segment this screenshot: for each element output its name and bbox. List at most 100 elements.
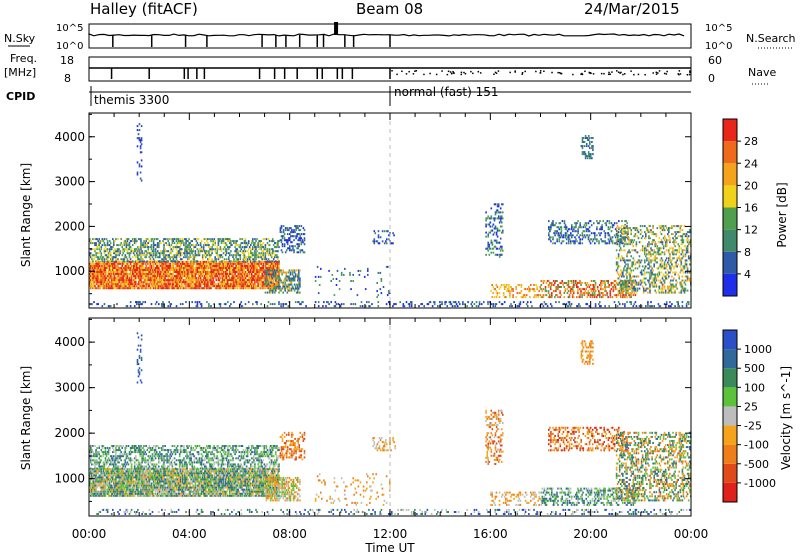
power-cell [490,239,493,242]
power-cell [225,260,228,263]
power-cell [129,262,132,265]
power-cell [103,260,106,263]
freq-panel: Freq. [MHz] 18 8 Nave 60 0 [4,52,776,85]
power-cell [122,267,124,269]
power-cell [177,283,180,286]
power-cell [140,285,142,288]
power-cell [652,253,654,256]
power-cell [147,267,150,269]
power-cell [155,238,158,241]
power-cell [509,294,511,297]
power-cell [233,240,235,243]
power-cell [201,265,204,267]
power-cell [234,279,236,282]
power-cell [166,250,168,253]
power-cell [167,287,169,290]
power-cell [648,267,650,270]
power-cell [653,273,655,276]
power-cell [147,260,150,263]
power-cell [494,239,497,242]
power-cell [635,261,638,264]
power-cell [349,271,351,274]
power-cell [171,279,174,282]
power-cell [625,273,627,276]
power-cell [557,288,559,291]
power-cell [127,262,130,265]
power-cell [278,269,280,271]
power-cell [586,234,589,237]
power-cell [185,242,187,245]
power-cell [200,260,203,263]
power-cell [261,250,263,253]
power-cell [593,286,596,288]
power-cell [235,250,237,253]
power-cell [373,242,376,245]
power-cell [641,285,644,288]
power-cell [563,296,566,299]
power-cell [492,223,495,226]
power-cell [121,262,123,265]
power-cell [295,225,297,228]
power-cell [243,279,246,282]
power-cell [654,259,656,262]
power-cell [379,288,382,291]
power-cell [171,256,174,259]
power-cell [618,228,620,231]
power-cell [187,281,189,284]
power-cell [172,273,175,275]
power-cell [113,269,115,271]
power-cell [605,280,607,282]
power-cell [194,269,197,271]
power-cell [217,285,220,288]
power-cell [137,271,139,273]
nave-dot [689,71,691,74]
power-cell [204,267,206,269]
power-cell [225,269,228,271]
power-cell [574,242,576,245]
power-cell [149,258,152,261]
power-cell [115,256,117,259]
nave-dot [441,70,443,72]
power-cell [618,220,620,223]
power-cell [591,292,594,295]
power-cell [160,260,162,263]
nave-dot [449,71,452,73]
power-cell [628,237,630,240]
power-cell [618,287,621,290]
power-cell [243,258,246,261]
power-cell [623,285,625,288]
power-cell [215,265,218,267]
power-cell [218,260,221,263]
power-cell [608,228,611,231]
power-cell [261,281,263,284]
power-cell [255,279,257,282]
power-cell [588,234,591,237]
power-cell [171,242,174,245]
power-cell [121,254,123,257]
power-cell [94,242,96,245]
freq-label: Freq. [10,52,37,65]
power-cell [507,290,509,293]
power-cell [97,273,99,275]
power-cell [262,254,265,257]
nave-dot [686,73,689,76]
power-cell [138,281,140,284]
power-cell [94,271,96,273]
power-cell [559,286,561,288]
power-cell [494,225,497,228]
power-cell [170,244,173,247]
power-cell [229,279,231,282]
power-cell [285,277,288,280]
power-cell [554,296,556,299]
power-cell [647,279,649,282]
power-cell [269,283,272,286]
power-cell [594,234,596,237]
power-cell [243,254,246,257]
power-cell [276,265,278,267]
power-cell [98,238,100,241]
power-cell [277,273,279,275]
power-cell [196,242,199,245]
power-cell [239,262,242,265]
power-cell [112,262,114,265]
power-cell [372,240,374,243]
